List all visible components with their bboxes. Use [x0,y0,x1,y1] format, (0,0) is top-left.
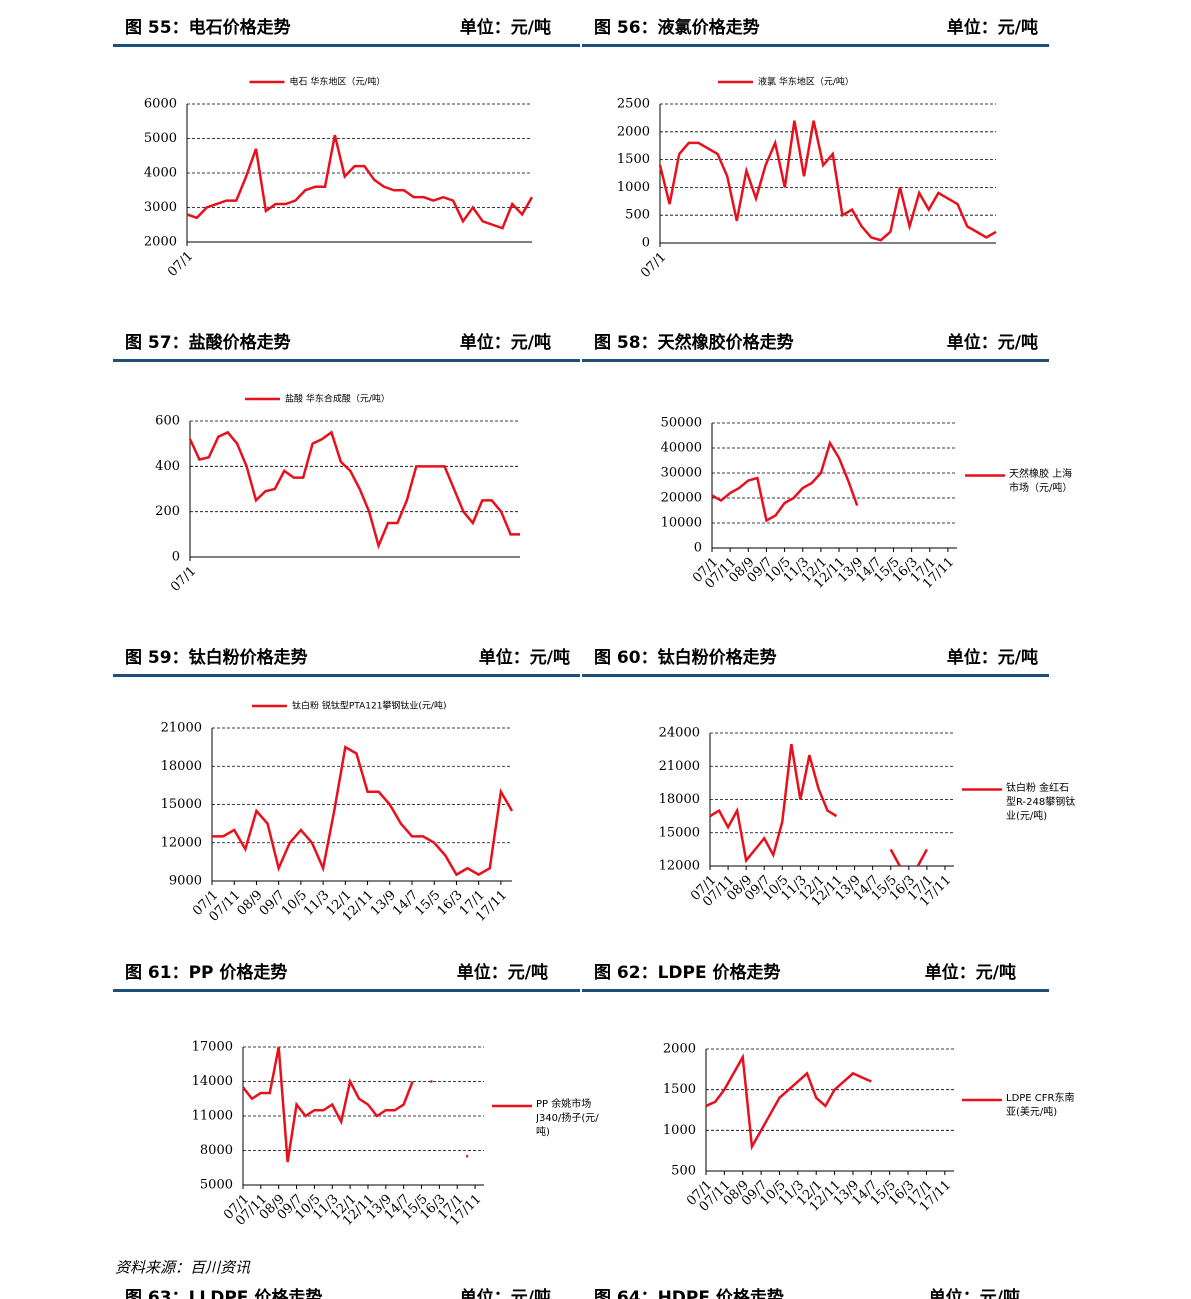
panel-unit: 单位：元/吨 [460,332,551,353]
y-tick-label: 2000 [663,1042,696,1057]
panel-unit: 单位：元/吨 [947,647,1038,668]
panel-title: 图 58：天然橡胶价格走势 [594,332,794,353]
y-tick-label: 10000 [661,516,702,531]
legend-label: 钛白粉 金红石型R-248攀钢钛业(元/吨) [1006,782,1076,822]
series-line [188,430,520,550]
y-tick-label: 18000 [659,792,700,807]
y-tick-label: 6000 [144,97,177,112]
y-tick-label: 8000 [200,1143,233,1158]
legend: 天然橡胶 上海市场（元/吨） [1009,468,1073,494]
x-tick-label: 07/1 [168,564,199,595]
legend-label: 天然橡胶 上海市场（元/吨） [1009,468,1073,494]
y-tick-label: 50000 [661,416,702,431]
y-tick-label: 21000 [659,759,700,774]
y-tick-label: 24000 [659,726,700,741]
y-tick-label: 1000 [617,180,650,195]
panel-title: 图 57：盐酸价格走势 [125,332,291,353]
panel-title: 图 64：HDPE 价格走势 [594,1287,784,1299]
x-tick-label: 07/1 [165,249,196,280]
y-tick-label: 12000 [659,859,700,874]
panel-title: 图 62：LDPE 价格走势 [594,962,781,983]
panel-rule [113,359,580,362]
y-tick-label: 30000 [661,466,702,481]
y-tick-label: 4000 [144,166,177,181]
series-line [212,745,514,877]
y-tick-label: 17000 [192,1040,233,1055]
y-tick-label: 5000 [200,1178,233,1193]
panel-title: 图 56：液氯价格走势 [594,17,760,38]
legend-label: LDPE CFR东南亚(美元/吨) [1006,1093,1075,1118]
panel-rule [113,674,580,677]
y-tick-label: 11000 [192,1109,233,1124]
panel-title: 图 61：PP 价格走势 [125,962,287,983]
legend-label: 盐酸 华东合成酸（元/吨） [285,393,390,405]
y-tick-label: 15000 [161,797,202,812]
y-tick-label: 2000 [617,124,650,139]
y-tick-label: 3000 [144,200,177,215]
source-note: 资料来源：百川资讯 [115,1259,251,1277]
y-tick-label: 600 [155,414,180,429]
panel-unit: 单位：元/吨 [460,17,551,38]
y-tick-label: 40000 [661,441,702,456]
panel-rule [582,359,1049,362]
series-line [242,1046,469,1163]
series-line [709,743,928,867]
x-tick-label: 07/1 [638,250,669,281]
series-line [658,120,997,242]
legend-label: 电石 华东地区（元/吨） [290,76,386,88]
panel-unit: 单位：元/吨 [460,1287,551,1299]
panel-unit: 单位：元/吨 [479,647,570,668]
panel-title: 图 60：钛白粉价格走势 [594,647,777,668]
panel-unit: 单位：元/吨 [925,962,1016,983]
panel-unit: 单位：元/吨 [457,962,548,983]
legend: LDPE CFR东南亚(美元/吨) [1006,1093,1075,1118]
panel-rule [582,674,1049,677]
series-line [186,134,534,230]
y-tick-label: 14000 [192,1074,233,1089]
panel-title: 图 59：钛白粉价格走势 [125,647,308,668]
y-tick-label: 400 [155,459,180,474]
legend-label: PP 余姚市场J340/扬子(元/吨) [536,1099,599,1138]
y-tick-label: 500 [671,1164,696,1179]
panel-rule [582,989,1049,992]
y-tick-label: 2500 [617,97,650,112]
y-tick-label: 18000 [161,759,202,774]
y-tick-label: 5000 [144,131,177,146]
legend-label: 液氯 华东地区（元/吨） [758,76,854,88]
panel-title: 图 55：电石价格走势 [125,17,291,38]
panel-unit: 单位：元/吨 [947,17,1038,38]
panel-rule [113,989,580,992]
y-tick-label: 0 [694,541,702,556]
y-tick-label: 0 [642,236,650,251]
y-tick-label: 200 [155,504,180,519]
legend-label: 钛白粉 锐钛型PTA121攀钢钛业(元/吨) [292,700,446,712]
panel-rule [113,44,580,47]
series-line [711,439,859,523]
y-tick-label: 2000 [144,235,177,250]
y-tick-label: 500 [625,208,650,223]
y-tick-label: 1000 [663,1123,696,1138]
y-tick-label: 1500 [663,1082,696,1097]
y-tick-label: 0 [172,550,180,565]
y-tick-label: 9000 [169,874,202,889]
panel-title: 图 63：LLDPE 价格走势 [125,1287,322,1299]
y-tick-label: 15000 [659,825,700,840]
panel-unit: 单位：元/吨 [947,332,1038,353]
series-line [705,1053,872,1151]
y-tick-label: 20000 [661,491,702,506]
y-tick-label: 12000 [161,835,202,850]
y-tick-label: 1500 [617,152,650,167]
panel-rule [582,44,1049,47]
legend: 钛白粉 金红石型R-248攀钢钛业(元/吨) [1006,782,1076,822]
panel-unit: 单位：元/吨 [929,1287,1020,1299]
y-tick-label: 21000 [161,721,202,736]
legend: PP 余姚市场J340/扬子(元/吨) [536,1099,599,1138]
